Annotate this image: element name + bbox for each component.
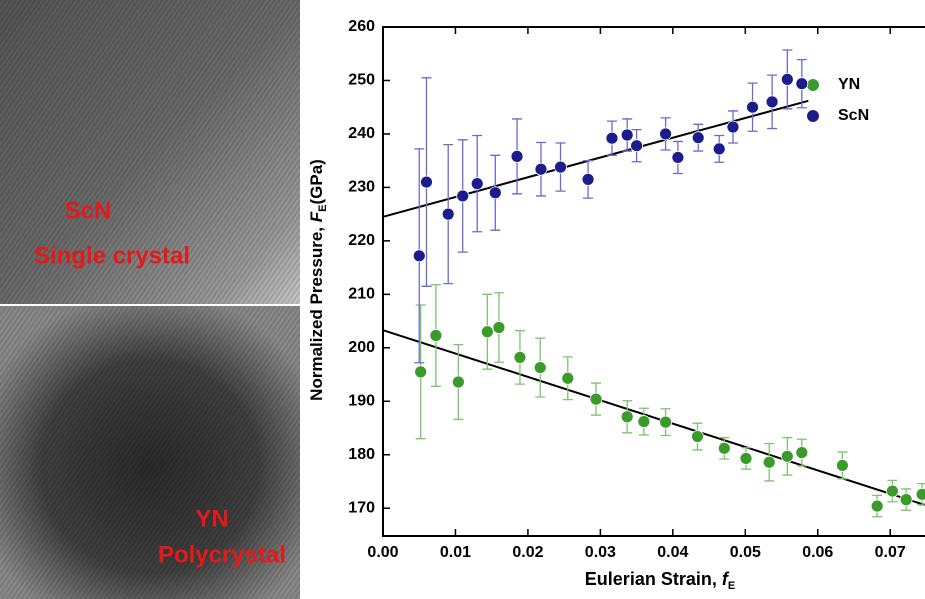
point xyxy=(659,127,672,141)
x-tick-label: 0.07 xyxy=(875,544,906,561)
point xyxy=(637,415,651,428)
y-tick-label: 210 xyxy=(348,286,375,303)
point xyxy=(554,160,567,174)
point xyxy=(620,128,634,142)
x-tick-label: 0.01 xyxy=(440,544,471,561)
point xyxy=(420,175,433,189)
point xyxy=(630,139,644,153)
point xyxy=(533,361,547,374)
x-tick-label: 0.00 xyxy=(367,544,398,561)
point xyxy=(513,351,527,364)
point xyxy=(456,189,470,203)
point xyxy=(441,207,455,221)
point xyxy=(451,375,465,389)
point xyxy=(765,95,779,109)
legend-label: ScN xyxy=(838,107,869,124)
point xyxy=(780,72,794,86)
legend-label: YN xyxy=(838,76,860,93)
y-label-var: F xyxy=(307,211,326,222)
point xyxy=(795,77,809,91)
y-tick-label: 240 xyxy=(348,125,375,142)
legend-marker xyxy=(807,110,819,122)
point xyxy=(712,142,726,156)
point xyxy=(870,499,884,513)
y-tick-label: 230 xyxy=(348,179,375,196)
point xyxy=(691,131,705,145)
plot-frame xyxy=(382,26,925,537)
point xyxy=(746,100,759,114)
point xyxy=(480,325,494,339)
point xyxy=(561,371,575,385)
x-tick-label: 0.04 xyxy=(657,544,688,561)
point xyxy=(726,120,740,134)
point xyxy=(534,162,548,176)
fit-line xyxy=(382,99,809,218)
y-tick-label: 260 xyxy=(348,18,375,35)
x-tick-label: 0.03 xyxy=(585,544,616,561)
annotation: Polycrystal xyxy=(158,541,286,568)
y-tick-label: 190 xyxy=(348,392,375,409)
y-tick-label: 200 xyxy=(348,339,375,356)
annotation: Single crystal xyxy=(34,242,190,269)
point xyxy=(780,449,794,463)
x-tick-label: 0.06 xyxy=(802,544,833,561)
micrograph-texture xyxy=(0,0,300,305)
y-tick-label: 180 xyxy=(348,446,375,463)
point xyxy=(470,177,484,191)
point xyxy=(899,493,913,507)
point xyxy=(671,151,685,164)
point xyxy=(510,149,524,163)
legend-marker xyxy=(807,79,819,91)
point xyxy=(885,484,899,498)
y-axis-label: Normalized Pressure, FE(GPa) xyxy=(307,159,328,401)
x-label-var: f xyxy=(722,569,730,589)
point xyxy=(717,441,731,455)
x-axis-label: Eulerian Strain, fE xyxy=(585,569,735,592)
point xyxy=(620,410,634,424)
point xyxy=(739,452,753,465)
annotation: ScN xyxy=(65,197,112,224)
point xyxy=(691,430,704,443)
y-label-text: Normalized Pressure, xyxy=(307,222,326,401)
x-label-sub: E xyxy=(728,580,735,592)
point xyxy=(492,321,506,334)
y-label-unit: (GPa) xyxy=(307,159,326,204)
point xyxy=(414,365,428,379)
x-label-text: Eulerian Strain, xyxy=(585,569,722,589)
y-tick-label: 170 xyxy=(348,499,375,516)
fit-line xyxy=(382,329,925,506)
micrograph-texture xyxy=(0,305,300,599)
point xyxy=(795,446,809,459)
point xyxy=(412,249,426,263)
annotation: YN xyxy=(195,505,228,532)
x-tick-label: 0.05 xyxy=(730,544,761,561)
point xyxy=(488,186,502,200)
point xyxy=(605,131,619,145)
point xyxy=(581,172,595,186)
point xyxy=(589,392,603,406)
micrographs: ScN Single crystal YN Polycrystal xyxy=(0,0,300,599)
x-tick-label: 0.02 xyxy=(512,544,543,561)
y-tick-label: 250 xyxy=(348,72,375,89)
point xyxy=(915,487,925,501)
y-tick-label: 220 xyxy=(348,232,375,249)
point xyxy=(762,455,776,469)
point xyxy=(835,459,849,472)
point xyxy=(659,415,672,429)
point xyxy=(429,329,443,342)
y-label-sub: E xyxy=(317,205,329,212)
